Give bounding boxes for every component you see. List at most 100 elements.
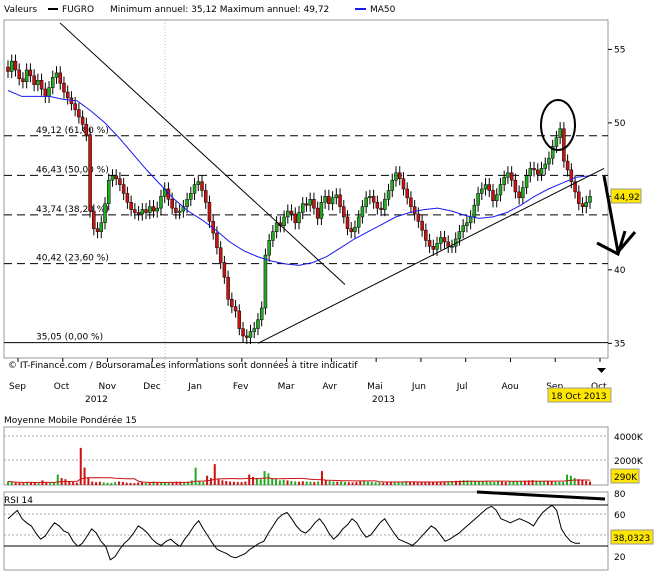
candle-body — [379, 207, 383, 210]
volume-bar — [125, 482, 128, 485]
candle-body — [73, 103, 77, 110]
candle-body — [360, 206, 365, 218]
candle-body — [461, 225, 465, 232]
candle-body — [446, 241, 450, 247]
candle-body — [230, 298, 234, 307]
year-label-2013: 2013 — [372, 395, 395, 405]
volume-bar — [91, 481, 94, 485]
candle-body — [69, 97, 74, 105]
candle-body — [457, 231, 462, 240]
volume-bar — [29, 482, 32, 485]
volume-bar — [33, 482, 36, 485]
price-tick-label: 50 — [614, 119, 626, 129]
candle-body — [536, 169, 540, 175]
candle-body — [494, 194, 499, 202]
candle-body — [297, 212, 301, 224]
candle-body — [368, 196, 372, 199]
volume-bar — [343, 481, 346, 485]
volume-bar — [52, 482, 55, 485]
volume-bar — [271, 478, 274, 485]
candle-body — [304, 203, 309, 206]
volume-bar — [359, 481, 362, 485]
candle-body — [319, 201, 324, 219]
candle-body — [121, 184, 126, 194]
price-tick-label: 35 — [614, 339, 625, 349]
candle-body — [203, 190, 208, 203]
legend-ticker: FUGRO — [62, 5, 94, 15]
candle-body — [573, 181, 577, 193]
candle-body — [550, 146, 555, 159]
volume-bar — [152, 481, 155, 485]
volume-title: Moyenne Mobile Pondérée 15 — [4, 415, 137, 426]
candle-body — [267, 240, 271, 256]
volume-bar — [286, 480, 289, 485]
volume-bar — [37, 483, 40, 485]
candle-body — [349, 228, 353, 232]
candle-body — [509, 172, 514, 181]
volume-bar — [366, 481, 369, 485]
volume-bar — [221, 480, 224, 485]
volume-bar — [309, 481, 312, 485]
candle-body — [338, 194, 342, 207]
forecast-arrow-down — [602, 175, 637, 256]
volume-bar — [535, 480, 538, 485]
candle-body — [547, 157, 551, 165]
volume-bar — [347, 482, 350, 485]
volume-bar — [232, 481, 235, 485]
volume-bar — [64, 479, 67, 485]
volume-bar — [282, 479, 285, 485]
volume-bar — [550, 481, 553, 485]
rsi-line — [7, 504, 580, 561]
candle-body — [450, 246, 454, 248]
price-badge — [610, 188, 642, 204]
candle-body — [286, 210, 290, 218]
candle-body — [248, 331, 253, 338]
candle-body — [364, 197, 368, 207]
month-tick-label: Sep — [9, 382, 26, 392]
volume-bar — [148, 483, 151, 485]
candle-body — [144, 209, 148, 213]
rsi-tick-20: 20 — [614, 553, 626, 563]
volume-bar — [313, 481, 316, 485]
month-tick-label: Mai — [367, 382, 383, 392]
scroll-down-icon[interactable] — [597, 368, 606, 373]
candle-body — [226, 276, 230, 300]
volume-bar — [301, 481, 304, 485]
volume-bar — [252, 476, 255, 485]
rsi-badge — [610, 529, 654, 545]
candle-body — [39, 80, 44, 90]
month-tick-label: Nov — [99, 382, 117, 392]
candle-body — [554, 137, 559, 147]
volume-bar — [259, 479, 262, 485]
volume-bar — [466, 480, 469, 485]
candle-body — [558, 128, 562, 138]
candle-body — [472, 204, 477, 218]
volume-bar — [114, 482, 117, 485]
resistance-trendline — [59, 22, 346, 285]
candle-body — [293, 213, 298, 224]
volume-bar — [443, 481, 446, 485]
candle-body — [289, 210, 294, 215]
volume-weighted-average — [7, 477, 591, 484]
volume-bar — [397, 481, 400, 485]
candle-body — [125, 193, 130, 203]
candle-body — [106, 179, 111, 204]
candle-body — [383, 199, 387, 210]
legend-ma50: MA50 — [370, 5, 396, 15]
volume-bar — [378, 482, 381, 485]
volume-bar — [305, 481, 308, 485]
volume-bar — [275, 479, 278, 485]
volume-bar — [229, 481, 232, 485]
candle-body — [155, 207, 159, 212]
volume-bar — [405, 481, 408, 485]
month-tick-label: Jul — [456, 382, 468, 392]
forecast-arrow-head — [596, 230, 627, 257]
volume-bar — [198, 481, 201, 485]
credit-text: © IT-Finance.com / BoursoramaLes informa… — [8, 360, 358, 371]
volume-bar — [581, 480, 584, 485]
candle-body — [386, 190, 391, 200]
candle-body — [524, 175, 529, 188]
candle-body — [103, 203, 107, 224]
volume-bar — [393, 481, 396, 485]
month-tick-label: Avr — [322, 382, 337, 392]
